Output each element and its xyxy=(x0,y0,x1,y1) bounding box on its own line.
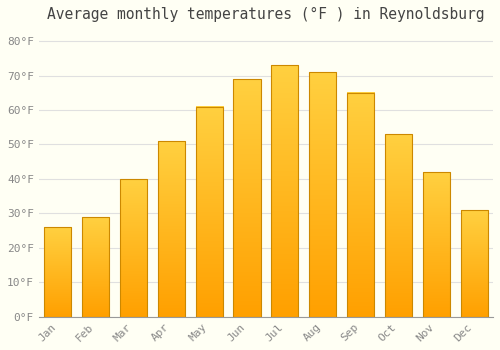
Title: Average monthly temperatures (°F ) in Reynoldsburg: Average monthly temperatures (°F ) in Re… xyxy=(47,7,484,22)
Bar xyxy=(347,93,374,317)
Bar xyxy=(158,141,185,317)
Bar xyxy=(271,65,298,317)
Bar xyxy=(460,210,488,317)
Bar xyxy=(422,172,450,317)
Bar xyxy=(44,227,72,317)
Bar xyxy=(385,134,412,317)
Bar xyxy=(196,106,223,317)
Bar xyxy=(309,72,336,317)
Bar xyxy=(234,79,260,317)
Bar xyxy=(82,217,109,317)
Bar xyxy=(120,179,147,317)
